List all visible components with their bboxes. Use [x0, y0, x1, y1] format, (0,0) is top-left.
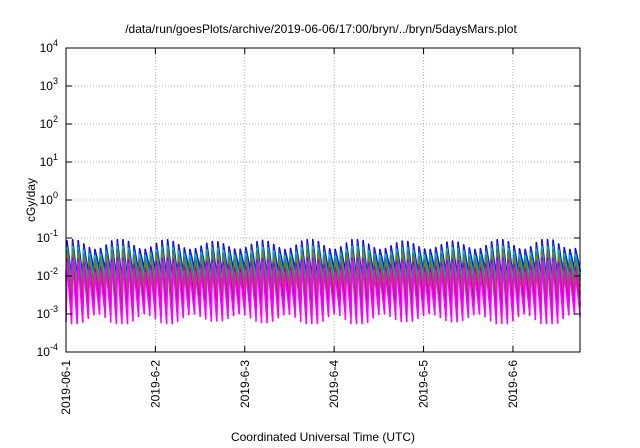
tick-layer: 10-4 10-3 10-2 10-1 100 101 102 103 104 2019-06-1… — [37, 38, 580, 415]
x-tick-label: 2019-6-3 — [238, 360, 252, 408]
x-tick-label: 2019-6-2 — [148, 360, 162, 408]
y-tick-label: 10-2 — [37, 266, 58, 283]
series-line-6 — [65, 260, 581, 325]
y-axis-title: cGy/day — [24, 178, 38, 222]
y-tick-label: 101 — [40, 152, 58, 169]
y-tick-label: 10-1 — [37, 228, 58, 245]
series-layer — [65, 238, 581, 325]
chart-title: /data/run/goesPlots/archive/2019-06-06/1… — [125, 22, 517, 36]
y-tick-label: 10-4 — [37, 342, 58, 359]
x-tick-label: 2019-6-5 — [417, 360, 431, 408]
x-tick-label: 2019-06-1 — [59, 360, 73, 415]
y-tick-label: 102 — [40, 114, 58, 131]
x-tick-label: 2019-6-4 — [327, 360, 341, 408]
y-tick-label: 10-3 — [37, 304, 58, 321]
y-tick-label: 100 — [40, 190, 58, 207]
y-tick-label: 104 — [40, 38, 58, 55]
x-tick-label: 2019-6-6 — [506, 360, 520, 408]
y-tick-label: 103 — [40, 76, 58, 93]
x-axis-title: Coordinated Universal Time (UTC) — [231, 430, 415, 444]
